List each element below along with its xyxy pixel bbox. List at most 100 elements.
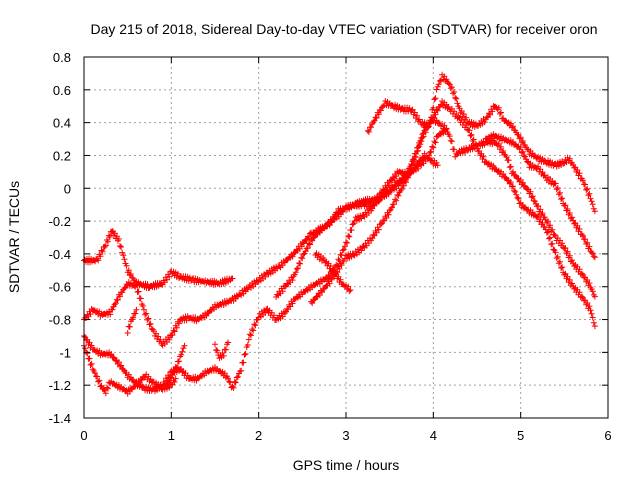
marker-run [386,191,401,214]
marker-run [491,166,506,180]
y-tick-label: -1.2 [49,378,71,393]
marker-run [220,370,230,381]
marker-run [89,307,104,319]
marker-run [578,270,593,289]
marker-run [382,98,396,109]
marker-run [329,267,344,286]
marker-run [500,115,514,129]
marker-run [334,205,348,217]
x-tick-label: 3 [342,428,349,443]
marker-run [238,284,252,299]
marker-run [543,228,558,254]
marker-run [115,382,130,394]
series-arc-10 [312,250,354,295]
marker-run [177,366,191,382]
marker-run [591,208,598,215]
x-tick-label: 6 [604,428,611,443]
x-tick-label: 0 [80,428,87,443]
marker-run [434,162,441,169]
marker-run [412,130,427,157]
marker-run [561,202,575,222]
marker-run [552,249,567,276]
marker-run [517,144,532,166]
marker-run [225,339,232,346]
x-tick-label: 2 [255,428,262,443]
marker-run [508,183,523,207]
marker-run [343,220,357,246]
marker-run [102,379,113,397]
marker-run [552,158,567,170]
marker-run [452,150,462,160]
series-arc-11 [364,71,598,215]
x-tick-label: 1 [168,428,175,443]
marker-run [115,236,130,269]
marker-run [312,250,327,264]
marker-run [124,267,139,286]
y-axis-label: SDTVAR / TECUs [6,181,22,293]
marker-run [552,233,567,251]
marker-run [229,291,244,304]
marker-run [404,162,418,181]
marker-run [351,244,366,259]
marker-run [146,280,165,291]
marker-run [508,138,523,153]
marker-run [107,351,121,367]
marker-run [264,263,283,278]
marker-run [443,76,453,88]
y-tick-label: -1 [59,345,71,360]
marker-run [447,84,458,97]
y-tick-label: -0.4 [49,247,71,262]
marker-run [443,125,453,140]
marker-run [482,131,497,142]
marker-run [386,180,401,195]
marker-run [299,284,313,298]
x-tick-label: 4 [430,428,437,443]
marker-run [338,281,353,295]
marker-run [452,94,462,110]
marker-run [587,307,597,326]
marker-run [377,179,392,197]
marker-run [181,342,188,349]
marker-run [495,104,506,122]
marker-run [308,290,322,307]
marker-run [142,310,156,333]
chart-title: Day 215 of 2018, Sidereal Day-to-day VTE… [90,21,597,37]
series-arc-1 [81,228,236,291]
marker-run [133,281,147,313]
series-arc-8 [273,115,598,300]
y-tick-label: -0.2 [49,214,71,229]
marker-run [552,180,567,207]
marker-run [89,366,104,390]
marker-run [487,103,497,118]
marker-run [129,310,139,323]
y-tick-label: 0.6 [53,83,71,98]
y-tick-label: -0.6 [49,280,71,295]
marker-run [185,314,200,325]
marker-run [172,375,179,382]
marker-run [500,148,510,160]
marker-run [290,230,313,257]
marker-run [500,171,514,187]
marker-run [216,275,235,288]
series-arc-6 [164,342,188,390]
series-arc-12 [482,131,598,261]
marker-run [578,293,593,312]
marker-run [203,304,217,319]
y-tick-label: -1.4 [49,411,71,426]
marker-run [115,359,130,376]
marker-run [220,341,230,359]
marker-run [159,268,174,288]
marker-run [364,114,379,135]
marker-run [482,137,497,148]
x-axis: 0 1 2 3 4 5 6 [80,57,612,443]
marker-run [578,175,593,199]
marker-run [570,260,584,278]
marker-run [439,71,449,84]
marker-run [369,194,383,209]
marker-run [299,240,313,262]
marker-run [194,310,209,323]
marker-run [246,316,261,339]
marker-run [517,199,532,213]
marker-run [229,275,236,282]
marker-run [81,342,95,368]
